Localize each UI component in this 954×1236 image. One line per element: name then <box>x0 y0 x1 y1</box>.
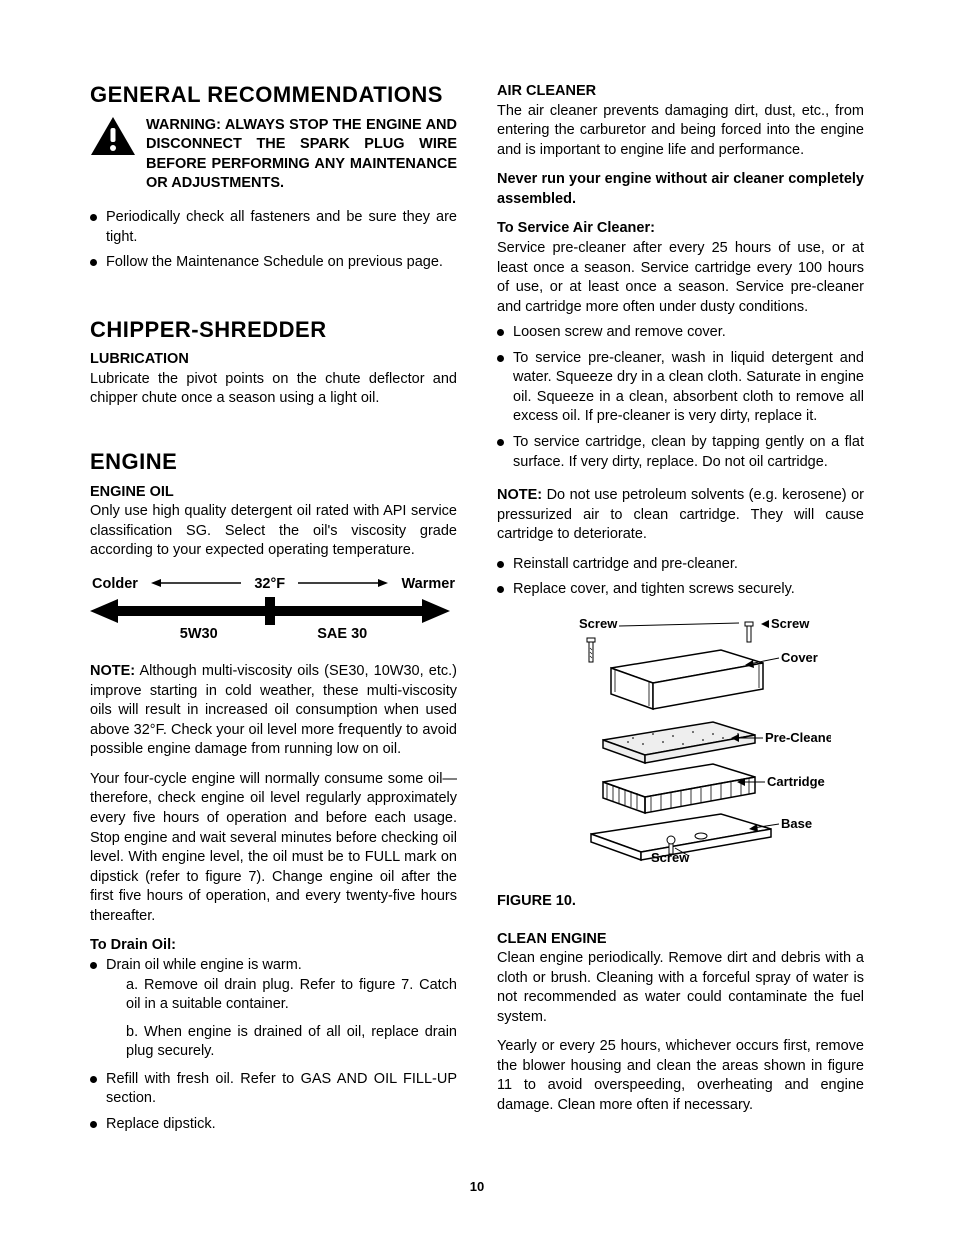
list-item: Loosen screw and remove cover. <box>497 323 864 343</box>
label-cartridge: Cartridge <box>767 774 825 789</box>
note-paragraph-2: NOTE: Do not use petroleum solvents (e.g… <box>497 486 864 545</box>
temp-label-colder: Colder <box>92 575 138 595</box>
air-cleaner-diagram: Screw Screw Cover Pre-Cleaner Cartridge … <box>531 614 831 874</box>
subhead-lubrication: LUBRICATION <box>90 350 457 370</box>
label-screw3: Screw <box>651 850 690 865</box>
double-arrow-bar-icon <box>90 597 450 625</box>
paragraph-engine-oil: Only use high quality detergent oil rate… <box>90 502 457 561</box>
heading-general: GENERAL RECOMMENDATIONS <box>90 80 457 110</box>
list-item: Reinstall cartridge and pre-cleaner. <box>497 555 864 575</box>
warning-block: WARNING: ALWAYS STOP THE ENGINE AND DISC… <box>90 116 457 194</box>
arrow-left-icon <box>151 575 241 595</box>
oil-label-right: SAE 30 <box>317 625 367 645</box>
label-cover: Cover <box>781 650 818 665</box>
oil-label-left: 5W30 <box>180 625 218 645</box>
page-number: 10 <box>90 1178 864 1196</box>
temp-label-warmer: Warmer <box>402 575 455 595</box>
paragraph-service-air: Service pre-cleaner after every 25 hours… <box>497 239 864 317</box>
label-screw2: Screw <box>771 616 810 631</box>
general-bullets: Periodically check all fasteners and be … <box>90 208 457 273</box>
warning-icon <box>90 116 136 194</box>
drain-oil-list: Drain oil while engine is warm. a. Remov… <box>90 956 457 1135</box>
list-item: Drain oil while engine is warm. a. Remov… <box>90 956 457 1062</box>
subhead-engine-oil: ENGINE OIL <box>90 483 457 503</box>
note-text: Although multi-viscosity oils (SE30, 10W… <box>90 663 457 757</box>
figure-caption: FIGURE 10. <box>497 892 864 912</box>
list-item: Replace dipstick. <box>90 1115 457 1135</box>
paragraph-air-cleaner: The air cleaner prevents damaging dirt, … <box>497 102 864 161</box>
subhead-service-air: To Service Air Cleaner: <box>497 219 864 239</box>
paragraph-oil-consumption: Your four-cycle engine will normally con… <box>90 770 457 927</box>
list-item: To service pre-cleaner, wash in liquid d… <box>497 349 864 427</box>
service-bullets-1: Loosen screw and remove cover. To servic… <box>497 323 864 472</box>
subhead-air-cleaner: AIR CLEANER <box>497 82 864 102</box>
service-bullets-2: Reinstall cartridge and pre-cleaner. Rep… <box>497 555 864 600</box>
paragraph-clean-1: Clean engine periodically. Remove dirt a… <box>497 949 864 1027</box>
list-item: Replace cover, and tighten screws secure… <box>497 580 864 600</box>
note-paragraph: NOTE: Although multi-viscosity oils (SE3… <box>90 662 457 760</box>
label-precleaner: Pre-Cleaner <box>765 730 831 745</box>
sublist-item-a: a. Remove oil drain plug. Refer to figur… <box>106 976 457 1015</box>
subhead-drain-oil: To Drain Oil: <box>90 936 457 956</box>
list-item: To service cartridge, clean by tapping g… <box>497 433 864 472</box>
label-base: Base <box>781 816 812 831</box>
list-item: Periodically check all fasteners and be … <box>90 208 457 247</box>
paragraph-lubrication: Lubricate the pivot points on the chute … <box>90 370 457 409</box>
label-screw1: Screw <box>579 616 618 631</box>
paragraph-clean-2: Yearly or every 25 hours, whichever occu… <box>497 1037 864 1115</box>
subhead-clean-engine: CLEAN ENGINE <box>497 930 864 950</box>
warning-text: WARNING: ALWAYS STOP THE ENGINE AND DISC… <box>146 116 457 194</box>
note-label: NOTE: <box>497 487 542 503</box>
heading-engine: ENGINE <box>90 447 457 477</box>
heading-chipper: CHIPPER-SHREDDER <box>90 315 457 345</box>
drain-bullet-1: Drain oil while engine is warm. <box>106 957 302 973</box>
temp-label-mid: 32°F <box>254 575 285 595</box>
screw-right-icon <box>745 622 753 642</box>
list-item: Follow the Maintenance Schedule on previ… <box>90 253 457 273</box>
temperature-diagram: Colder 32°F Warmer 5W30 SAE 30 <box>90 575 457 644</box>
note-label: NOTE: <box>90 663 135 679</box>
arrow-right-icon <box>298 575 388 595</box>
screw-left-icon <box>587 638 595 662</box>
paragraph-air-cleaner-bold: Never run your engine without air cleane… <box>497 170 864 209</box>
list-item: Refill with fresh oil. Refer to GAS AND … <box>90 1070 457 1109</box>
note-text: Do not use petroleum solvents (e.g. kero… <box>497 487 864 542</box>
sublist-item-b: b. When engine is drained of all oil, re… <box>106 1023 457 1062</box>
